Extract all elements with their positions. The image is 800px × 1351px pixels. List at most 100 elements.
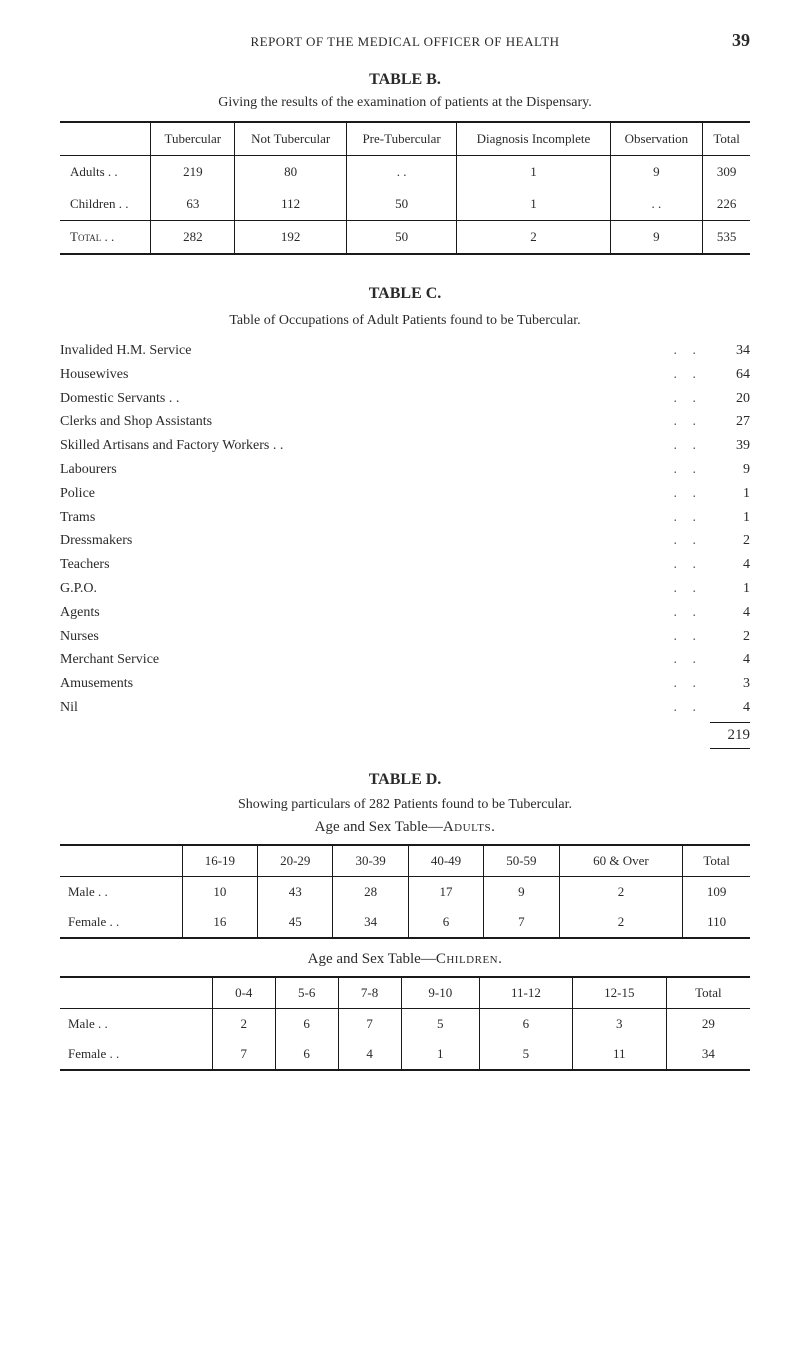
table-c-title: TABLE C. (60, 285, 750, 303)
table-b-row-adults: Adults . . 219 80 . . 1 9 309 (60, 156, 750, 188)
leader-dots: . . (666, 458, 711, 482)
occupation-row: Housewives. .64 (60, 363, 750, 387)
col-diagnosis-incomplete: Diagnosis Incomplete (457, 123, 610, 156)
occupation-row: Skilled Artisans and Factory Workers . .… (60, 434, 750, 458)
occupation-value: 1 (710, 577, 750, 601)
table-b: Tubercular Not Tubercular Pre-Tubercular… (60, 121, 750, 255)
page-number: 39 (710, 30, 750, 51)
adults-row-male: Male . . 10 43 28 17 9 2 109 (60, 877, 750, 907)
row-label: Adults . . (60, 156, 151, 188)
occupation-label: Domestic Servants . . (60, 387, 666, 411)
col-not-tubercular: Not Tubercular (235, 123, 346, 156)
table-c-intro: Table of Occupations of Adult Patients f… (60, 313, 750, 329)
children-row-female: Female . . 7 6 4 1 5 11 34 (60, 1039, 750, 1070)
occupation-list: Invalided H.M. Service. .34Housewives. .… (60, 339, 750, 720)
occupation-label: Agents (60, 601, 666, 625)
occupation-label: Clerks and Shop Assistants (60, 410, 666, 434)
occupation-row: Merchant Service. .4 (60, 648, 750, 672)
occ-total-rule (710, 722, 750, 723)
running-head: REPORT OF THE MEDICAL OFFICER OF HEALTH (100, 34, 710, 50)
leader-dots: . . (666, 506, 711, 530)
occupation-value: 4 (710, 601, 750, 625)
leader-dots: . . (666, 696, 711, 720)
leader-dots: . . (666, 648, 711, 672)
occ-total-underline (710, 748, 750, 749)
occupation-row: Agents. .4 (60, 601, 750, 625)
occupation-row: Nurses. .2 (60, 625, 750, 649)
children-heading: Age and Sex Table—Children. (60, 951, 750, 968)
occupation-value: 4 (710, 553, 750, 577)
occupation-label: Teachers (60, 553, 666, 577)
occupation-value: 20 (710, 387, 750, 411)
occupation-label: Amusements (60, 672, 666, 696)
occupation-value: 3 (710, 672, 750, 696)
page-header: REPORT OF THE MEDICAL OFFICER OF HEALTH … (60, 30, 750, 51)
occupation-value: 27 (710, 410, 750, 434)
row-label: Children . . (60, 188, 151, 221)
occupation-row: Invalided H.M. Service. .34 (60, 339, 750, 363)
table-d-subtitle: Showing particulars of 282 Patients foun… (60, 797, 750, 813)
occupation-row: Amusements. .3 (60, 672, 750, 696)
adults-heading: Age and Sex Table—Adults. (60, 819, 750, 836)
occupation-row: Teachers. .4 (60, 553, 750, 577)
occupation-row: Trams. .1 (60, 506, 750, 530)
leader-dots: . . (666, 387, 711, 411)
leader-dots: . . (666, 339, 711, 363)
leader-dots: . . (666, 553, 711, 577)
occupation-row: Nil. .4 (60, 696, 750, 720)
occupation-row: Clerks and Shop Assistants. .27 (60, 410, 750, 434)
col-blank (60, 123, 151, 156)
table-d-title: TABLE D. (60, 771, 750, 789)
occupation-value: 2 (710, 529, 750, 553)
occupation-label: Invalided H.M. Service (60, 339, 666, 363)
occupation-value: 34 (710, 339, 750, 363)
occupation-value: 4 (710, 696, 750, 720)
leader-dots: . . (666, 625, 711, 649)
occupation-label: Merchant Service (60, 648, 666, 672)
leader-dots: . . (666, 577, 711, 601)
occupation-row: G.P.O.. .1 (60, 577, 750, 601)
leader-dots: . . (666, 363, 711, 387)
occupation-row: Domestic Servants . .. .20 (60, 387, 750, 411)
col-tubercular: Tubercular (151, 123, 235, 156)
row-label-total: Total . . (60, 221, 151, 254)
occupation-label: Housewives (60, 363, 666, 387)
table-b-subtitle: Giving the results of the examination of… (60, 95, 750, 111)
occupation-label: Nil (60, 696, 666, 720)
leader-dots: . . (666, 529, 711, 553)
occupation-value: 2 (710, 625, 750, 649)
table-b-row-children: Children . . 63 112 50 1 . . 226 (60, 188, 750, 221)
occ-total: 219 (60, 727, 750, 744)
occupation-value: 1 (710, 506, 750, 530)
adults-row-female: Female . . 16 45 34 6 7 2 110 (60, 907, 750, 938)
occupation-label: Dressmakers (60, 529, 666, 553)
table-b-header-row: Tubercular Not Tubercular Pre-Tubercular… (60, 123, 750, 156)
occupation-value: 4 (710, 648, 750, 672)
table-b-title: TABLE B. (60, 71, 750, 89)
leader-dots: . . (666, 482, 711, 506)
col-pre-tubercular: Pre-Tubercular (346, 123, 456, 156)
leader-dots: . . (666, 434, 711, 458)
occupation-row: Police. .1 (60, 482, 750, 506)
children-header-row: 0-4 5-6 7-8 9-10 11-12 12-15 Total (60, 978, 750, 1009)
occupation-label: G.P.O. (60, 577, 666, 601)
occupation-value: 39 (710, 434, 750, 458)
occupation-label: Nurses (60, 625, 666, 649)
occupation-label: Trams (60, 506, 666, 530)
leader-dots: . . (666, 672, 711, 696)
table-b-row-total: Total . . 282 192 50 2 9 535 (60, 221, 750, 254)
leader-dots: . . (666, 601, 711, 625)
occupation-value: 9 (710, 458, 750, 482)
table-d-adults: 16-19 20-29 30-39 40-49 50-59 60 & Over … (60, 844, 750, 939)
col-observation: Observation (610, 123, 703, 156)
occupation-label: Police (60, 482, 666, 506)
table-d-children: 0-4 5-6 7-8 9-10 11-12 12-15 Total Male … (60, 976, 750, 1071)
occupation-row: Labourers. .9 (60, 458, 750, 482)
occupation-label: Labourers (60, 458, 666, 482)
adults-header-row: 16-19 20-29 30-39 40-49 50-59 60 & Over … (60, 846, 750, 877)
leader-dots: . . (666, 410, 711, 434)
occupation-label: Skilled Artisans and Factory Workers . . (60, 434, 666, 458)
children-row-male: Male . . 2 6 7 5 6 3 29 (60, 1009, 750, 1039)
occupation-value: 64 (710, 363, 750, 387)
occupation-value: 1 (710, 482, 750, 506)
